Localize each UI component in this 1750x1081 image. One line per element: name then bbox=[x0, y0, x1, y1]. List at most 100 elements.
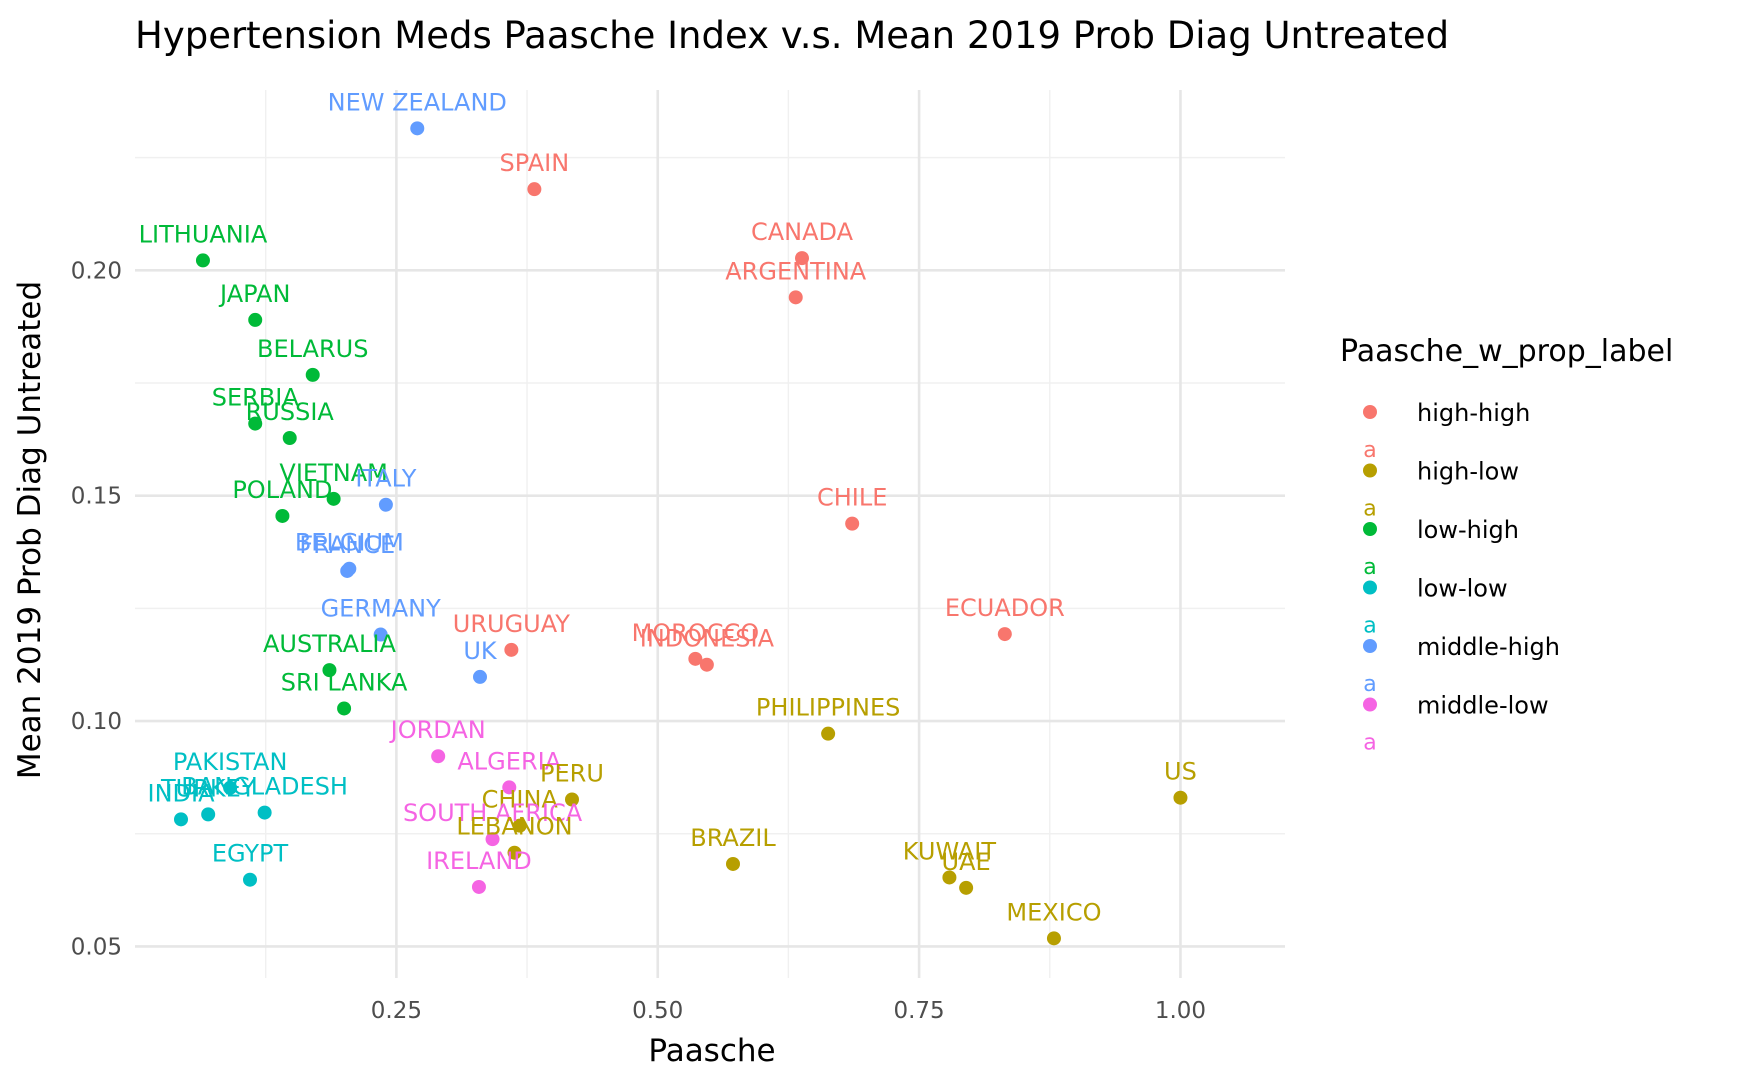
legend-label: middle-low bbox=[1417, 692, 1549, 720]
data-point bbox=[201, 807, 216, 822]
data-point bbox=[821, 726, 836, 741]
data-point bbox=[257, 805, 272, 820]
data-point bbox=[726, 856, 740, 871]
point-label: CHINA bbox=[482, 786, 559, 814]
legend-key-point bbox=[1363, 580, 1377, 595]
point-label: KUWAIT bbox=[903, 837, 997, 865]
data-point bbox=[195, 253, 210, 268]
point-label: ECUADOR bbox=[945, 594, 1065, 622]
point-label: SPAIN bbox=[500, 149, 570, 177]
data-point bbox=[504, 642, 519, 657]
data-point bbox=[699, 657, 714, 672]
point-label: BRAZIL bbox=[690, 824, 776, 852]
data-point bbox=[305, 367, 320, 382]
data-point bbox=[431, 749, 446, 764]
point-label: BELGIUM bbox=[295, 529, 404, 557]
y-axis-title: Mean 2019 Prob Diag Untreated bbox=[12, 281, 48, 779]
legend-key-point bbox=[1363, 639, 1377, 653]
data-point bbox=[326, 491, 341, 506]
point-label: EGYPT bbox=[212, 840, 289, 868]
data-point bbox=[485, 832, 500, 847]
data-point bbox=[788, 290, 803, 305]
point-label: POLAND bbox=[232, 476, 332, 504]
point-label: SRI LANKA bbox=[281, 668, 408, 696]
point-label: SERBIA bbox=[212, 384, 300, 412]
data-point bbox=[959, 880, 974, 895]
point-label: CHILE bbox=[817, 484, 887, 512]
point-label: MOROCCO bbox=[632, 619, 760, 647]
data-point bbox=[248, 416, 263, 431]
x-axis-title: Paasche bbox=[648, 1033, 775, 1069]
legend-key-glyph: a bbox=[1363, 438, 1376, 463]
data-point bbox=[243, 872, 257, 887]
point-label: MEXICO bbox=[1006, 898, 1101, 926]
point-label: URUGUAY bbox=[453, 610, 571, 638]
data-point bbox=[1046, 931, 1061, 946]
data-point bbox=[1173, 790, 1188, 805]
point-label: IRELAND bbox=[426, 847, 532, 875]
legend-key-glyph: a bbox=[1363, 614, 1376, 639]
x-tick-label: 0.50 bbox=[632, 998, 683, 1024]
point-label: PAKISTAN bbox=[173, 748, 288, 776]
data-point bbox=[275, 508, 290, 523]
point-label: BANGLADESH bbox=[181, 773, 348, 801]
legend-label: middle-high bbox=[1417, 633, 1560, 661]
point-label: JORDAN bbox=[389, 716, 486, 744]
data-point bbox=[997, 627, 1012, 642]
data-point bbox=[527, 182, 542, 197]
data-point bbox=[410, 121, 425, 136]
legend-items: a high-high a high-low a low-high a low-low a mid… bbox=[1363, 399, 1560, 756]
point-label: LEBANON bbox=[456, 813, 572, 841]
data-point bbox=[223, 780, 238, 795]
point-label: CANADA bbox=[751, 218, 854, 246]
legend-key-glyph: a bbox=[1363, 672, 1376, 697]
point-label: FRANCE bbox=[299, 531, 395, 559]
data-point bbox=[322, 663, 337, 678]
x-tick-label: 0.75 bbox=[893, 998, 944, 1024]
legend: Paasche_w_prop_label a high-high a high-low… bbox=[1340, 334, 1673, 756]
y-tick-label: 0.05 bbox=[71, 934, 122, 960]
data-points bbox=[174, 121, 1188, 946]
point-label: PHILIPPINES bbox=[756, 694, 900, 722]
point-label: GERMANY bbox=[321, 595, 442, 623]
data-point bbox=[471, 879, 486, 894]
x-tick-label: 1.00 bbox=[1155, 998, 1206, 1024]
legend-key-glyph: a bbox=[1363, 555, 1376, 580]
data-point bbox=[565, 792, 579, 807]
data-point bbox=[942, 870, 957, 885]
point-label: BELARUS bbox=[257, 335, 368, 363]
data-point bbox=[174, 812, 188, 827]
grid bbox=[135, 90, 1285, 978]
data-point bbox=[502, 780, 517, 795]
point-label: INDIA bbox=[147, 779, 215, 807]
legend-key-point bbox=[1363, 405, 1377, 419]
point-label: AUSTRALIA bbox=[263, 630, 396, 658]
legend-key-glyph: a bbox=[1363, 497, 1376, 522]
y-tick-label: 0.20 bbox=[71, 258, 122, 284]
data-point bbox=[282, 430, 297, 445]
point-label: INDONESIA bbox=[640, 625, 775, 653]
data-point bbox=[248, 312, 263, 327]
legend-key-point bbox=[1363, 522, 1377, 536]
legend-title: Paasche_w_prop_label bbox=[1340, 334, 1673, 369]
point-label: VIETNAM bbox=[279, 459, 387, 487]
y-tick-label: 0.15 bbox=[71, 484, 122, 510]
point-label: SOUTH AFRICA bbox=[403, 799, 583, 827]
point-labels: NEW ZEALAND SPAIN LITHUANIA CANADA ARGENTINA… bbox=[139, 88, 1197, 926]
data-point bbox=[340, 563, 355, 578]
y-tick-label: 0.10 bbox=[71, 709, 122, 735]
point-label: US bbox=[1164, 758, 1197, 786]
point-label: RUSSIA bbox=[246, 398, 335, 426]
axis-ticks: 0.25 0.50 0.75 1.00 0.05 0.10 0.15 0.20 bbox=[71, 258, 1206, 1024]
legend-label: high-high bbox=[1417, 399, 1530, 427]
legend-key-glyph: a bbox=[1363, 731, 1376, 756]
point-label: UK bbox=[463, 637, 498, 665]
data-point bbox=[473, 669, 487, 684]
data-point bbox=[378, 497, 393, 512]
data-point bbox=[337, 701, 352, 716]
point-label: TURKEY bbox=[160, 774, 256, 802]
legend-key-point bbox=[1363, 697, 1377, 712]
legend-key-point bbox=[1363, 463, 1377, 478]
x-tick-label: 0.25 bbox=[371, 998, 422, 1024]
